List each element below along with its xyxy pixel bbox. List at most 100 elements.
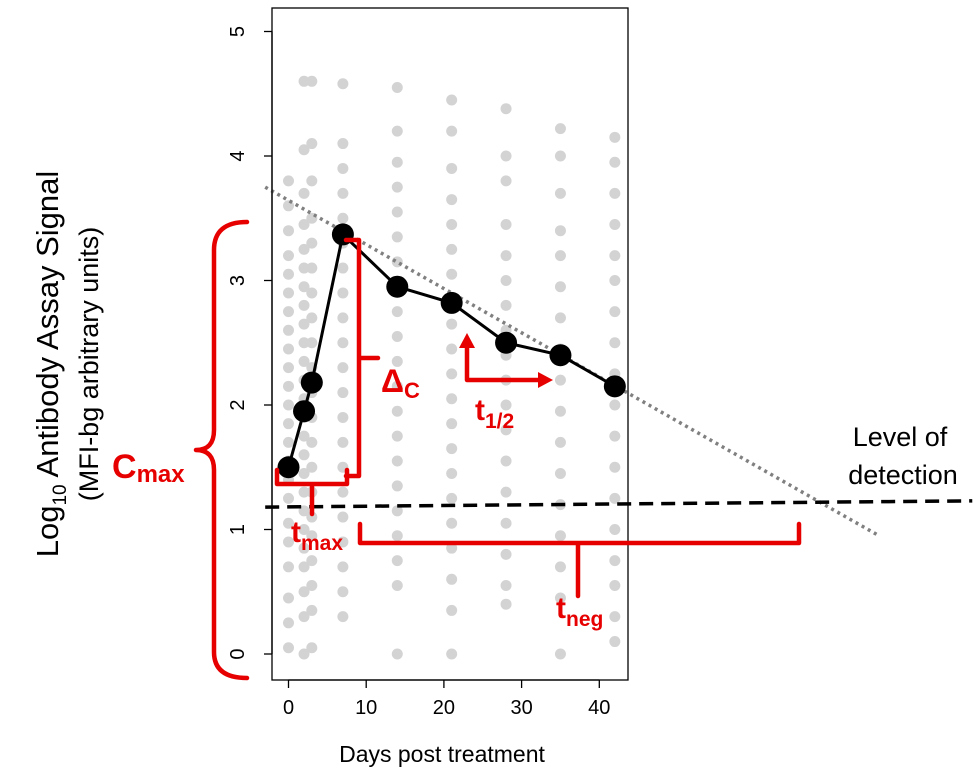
data-point bbox=[391, 580, 403, 592]
data-point bbox=[446, 648, 458, 660]
data-point bbox=[446, 125, 458, 137]
data-point bbox=[446, 573, 458, 585]
data-point bbox=[283, 343, 294, 355]
data-point bbox=[306, 175, 318, 187]
mean-point bbox=[495, 331, 518, 354]
data-point bbox=[337, 212, 349, 224]
data-point bbox=[500, 580, 512, 592]
data-point bbox=[500, 455, 512, 467]
data-point bbox=[306, 511, 318, 523]
thalf-arrowhead-right bbox=[538, 372, 553, 388]
data-point bbox=[283, 362, 294, 374]
data-point bbox=[391, 555, 403, 567]
data-point bbox=[391, 380, 403, 392]
data-point bbox=[446, 162, 458, 174]
data-point bbox=[391, 82, 403, 94]
data-point bbox=[337, 162, 349, 174]
data-point bbox=[298, 75, 310, 87]
data-point bbox=[306, 530, 318, 542]
data-point bbox=[283, 536, 294, 548]
data-point bbox=[391, 430, 403, 442]
data-point bbox=[337, 187, 349, 199]
data-point bbox=[500, 598, 512, 610]
data-point bbox=[609, 218, 621, 230]
data-point bbox=[283, 175, 294, 187]
data-point bbox=[609, 580, 621, 592]
data-point bbox=[500, 275, 512, 286]
data-point bbox=[391, 455, 403, 467]
y-axis-label: Log10 Antibody Assay Signal bbox=[30, 171, 71, 558]
x-axis: 0 10 20 30 40 bbox=[283, 679, 610, 719]
x-axis-label: Days post treatment bbox=[339, 741, 545, 767]
deltac-label: ΔC bbox=[381, 363, 420, 403]
data-point bbox=[337, 561, 349, 573]
x-tick-label: 0 bbox=[283, 697, 294, 719]
tneg-bracket bbox=[357, 521, 802, 599]
data-point bbox=[500, 175, 512, 187]
data-point bbox=[306, 312, 318, 324]
data-point bbox=[446, 467, 458, 479]
y-axis-label-log: Log bbox=[30, 506, 65, 558]
data-point bbox=[446, 492, 458, 504]
data-point bbox=[283, 561, 294, 573]
data-point bbox=[306, 262, 318, 274]
data-point bbox=[298, 449, 310, 461]
svg-text:Log10 Antibody Assay Signal: Log10 Antibody Assay Signal bbox=[30, 171, 71, 558]
data-point bbox=[306, 138, 318, 150]
data-point bbox=[391, 156, 403, 168]
data-point bbox=[609, 492, 621, 504]
data-point bbox=[298, 542, 310, 554]
data-point bbox=[609, 187, 621, 199]
data-point bbox=[609, 430, 621, 442]
thalf-arrowhead-up bbox=[459, 333, 475, 348]
data-point bbox=[337, 536, 349, 548]
data-point bbox=[609, 156, 621, 168]
data-point bbox=[446, 368, 458, 380]
data-point bbox=[298, 281, 310, 293]
y-tick-label: 2 bbox=[227, 399, 249, 410]
data-point bbox=[298, 318, 310, 330]
data-point bbox=[298, 561, 310, 573]
data-point bbox=[446, 218, 458, 230]
data-point bbox=[554, 436, 566, 448]
data-point bbox=[306, 555, 318, 567]
lod-label-line2: detection bbox=[848, 460, 958, 490]
data-point bbox=[609, 275, 621, 286]
data-point bbox=[446, 393, 458, 405]
data-point bbox=[337, 337, 349, 349]
data-point bbox=[446, 418, 458, 430]
data-point bbox=[283, 492, 294, 504]
data-point bbox=[500, 250, 512, 262]
data-point bbox=[391, 505, 403, 517]
data-point bbox=[391, 480, 403, 492]
data-point bbox=[283, 268, 294, 280]
data-point bbox=[283, 399, 294, 411]
data-point bbox=[298, 218, 310, 230]
data-point bbox=[554, 467, 566, 479]
y-axis: 0 1 2 3 4 5 bbox=[227, 26, 273, 660]
data-point bbox=[554, 123, 566, 135]
y-tick-label: 1 bbox=[227, 524, 249, 535]
detection-limit-line bbox=[265, 499, 973, 509]
data-point bbox=[609, 306, 621, 318]
data-point bbox=[609, 524, 621, 535]
data-point bbox=[500, 150, 512, 162]
thalf-arrow-path bbox=[464, 343, 543, 383]
data-point bbox=[391, 648, 403, 660]
data-point bbox=[298, 144, 310, 156]
thalf-label: t1/2 bbox=[475, 394, 514, 433]
data-point bbox=[554, 592, 566, 604]
data-point bbox=[298, 243, 310, 255]
data-point bbox=[446, 443, 458, 455]
data-point bbox=[298, 187, 310, 199]
data-point bbox=[391, 206, 403, 218]
lod-label-line1: Level of bbox=[853, 422, 948, 452]
data-point bbox=[306, 461, 318, 473]
data-point bbox=[283, 380, 294, 392]
data-point bbox=[306, 237, 318, 249]
data-point bbox=[306, 436, 318, 448]
mean-point bbox=[293, 400, 316, 423]
data-point bbox=[337, 611, 349, 623]
data-point bbox=[391, 125, 403, 137]
data-point bbox=[298, 262, 310, 274]
